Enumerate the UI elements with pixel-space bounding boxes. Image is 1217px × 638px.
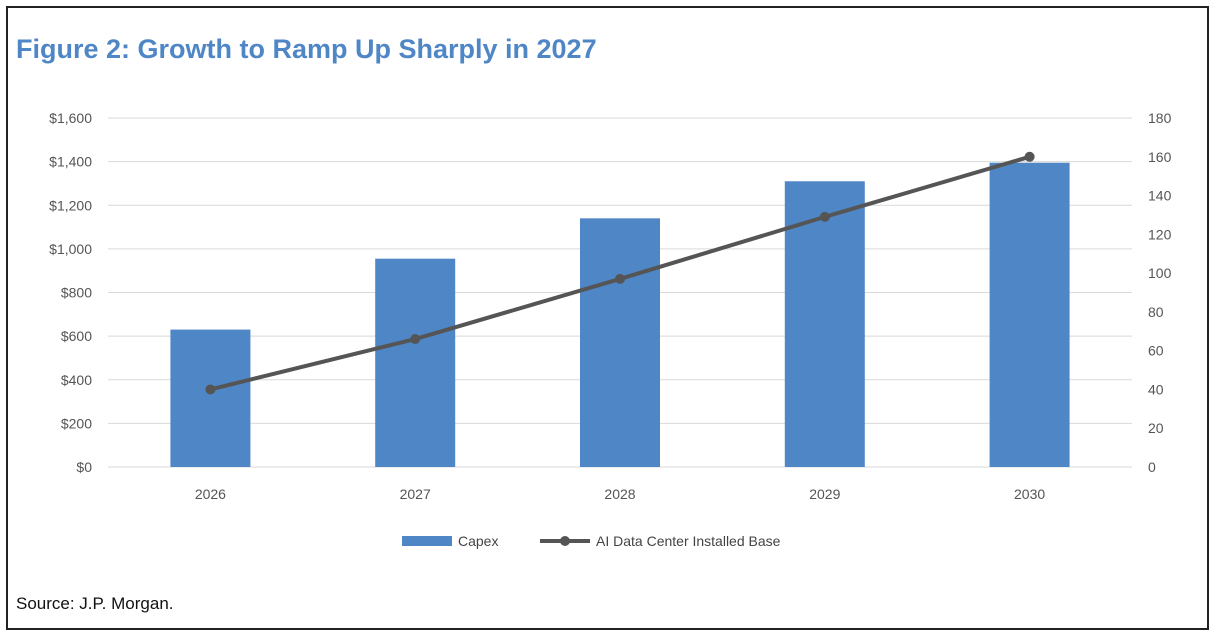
installed-base-line xyxy=(205,151,1035,395)
bar-capex-2028 xyxy=(580,218,660,467)
right-axis-ticks: 0 20 40 60 80 100 120 140 160 180 xyxy=(1148,110,1172,475)
right-tick-label: 60 xyxy=(1148,343,1164,359)
point-installed-base-2026 xyxy=(205,384,216,395)
right-tick-label: 100 xyxy=(1148,265,1172,281)
legend-swatch-capex xyxy=(402,536,452,546)
x-tick-label: 2030 xyxy=(1014,486,1045,502)
bar-capex-2030 xyxy=(989,162,1070,467)
legend-marker-installed-base xyxy=(560,536,570,546)
left-tick-label: $0 xyxy=(76,459,92,475)
x-axis-ticks: 2026 2027 2028 2029 2030 xyxy=(195,486,1046,502)
point-installed-base-2027 xyxy=(410,334,421,345)
right-tick-label: 80 xyxy=(1148,304,1164,320)
source-note: Source: J.P. Morgan. xyxy=(16,594,174,613)
capex-bars xyxy=(170,162,1070,467)
point-installed-base-2030 xyxy=(1024,151,1035,162)
bar-capex-2027 xyxy=(375,258,456,467)
x-tick-label: 2026 xyxy=(195,486,226,502)
bar-capex-2026 xyxy=(170,329,251,467)
x-tick-label: 2028 xyxy=(604,486,635,502)
point-installed-base-2028 xyxy=(615,273,625,284)
left-axis-ticks: $0 $200 $400 $600 $800 $1,000 $1,200 $1,400 $1,6… xyxy=(49,110,92,475)
x-tick-label: 2027 xyxy=(400,486,431,502)
left-tick-label: $1,600 xyxy=(49,110,92,126)
right-tick-label: 120 xyxy=(1148,226,1172,242)
left-tick-label: $400 xyxy=(61,372,92,388)
right-tick-label: 160 xyxy=(1148,149,1172,165)
right-tick-label: 180 xyxy=(1148,110,1172,126)
left-tick-label: $600 xyxy=(61,328,92,344)
left-tick-label: $800 xyxy=(61,285,92,301)
left-tick-label: $200 xyxy=(61,415,92,431)
legend: Capex AI Data Center Installed Base xyxy=(402,533,781,549)
right-tick-label: 0 xyxy=(1148,459,1156,475)
right-tick-label: 20 xyxy=(1148,420,1164,436)
left-tick-label: $1,200 xyxy=(49,197,92,213)
point-installed-base-2029 xyxy=(819,211,830,222)
bar-capex-2029 xyxy=(784,181,865,467)
legend-label-installed-base: AI Data Center Installed Base xyxy=(596,533,781,549)
figure-title: Figure 2: Growth to Ramp Up Sharply in 2… xyxy=(16,34,597,64)
legend-label-capex: Capex xyxy=(458,533,498,549)
x-tick-label: 2029 xyxy=(809,486,840,502)
right-tick-label: 140 xyxy=(1148,188,1172,204)
left-tick-label: $1,400 xyxy=(49,154,92,170)
left-tick-label: $1,000 xyxy=(49,241,92,257)
right-tick-label: 40 xyxy=(1148,381,1164,397)
